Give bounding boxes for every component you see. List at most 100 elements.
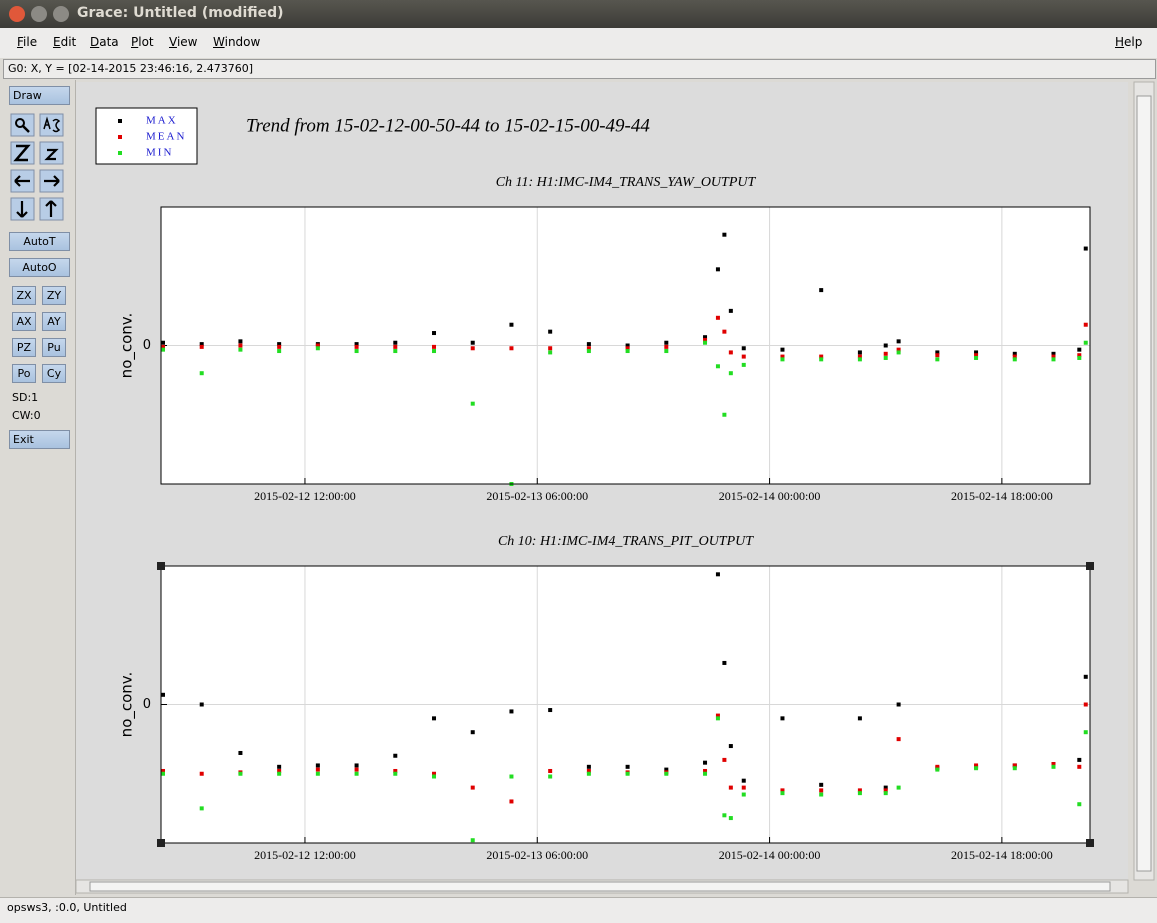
data-point (1051, 762, 1056, 767)
selection-handle[interactable] (1086, 562, 1094, 570)
tool-button[interactable]: Pu (42, 338, 66, 357)
data-point (625, 346, 630, 351)
zoom-in-button[interactable] (10, 141, 35, 165)
exit-button[interactable]: Exit (9, 430, 70, 449)
data-point (354, 349, 359, 354)
legend-marker (118, 119, 122, 123)
data-point (238, 343, 243, 348)
tool-button[interactable]: AY (42, 312, 66, 331)
data-point (160, 771, 165, 776)
data-point (883, 343, 888, 348)
selection-handle[interactable] (157, 562, 165, 570)
data-point (509, 709, 514, 714)
close-button[interactable] (9, 6, 25, 22)
data-point (277, 349, 282, 354)
scroll-thumb[interactable] (89, 881, 1111, 892)
tool-button[interactable]: ZX (12, 286, 36, 305)
title-bar: Grace: Untitled (modified) (0, 0, 1157, 28)
y-tick-label: 0 (143, 338, 151, 353)
data-point (393, 753, 398, 758)
tool-button[interactable]: AX (12, 312, 36, 331)
tool-button[interactable]: Po (12, 364, 36, 383)
data-point (896, 347, 901, 352)
data-point (1051, 357, 1056, 362)
sd-label: SD:1 (12, 391, 39, 404)
data-point (160, 692, 165, 697)
data-point (277, 764, 282, 769)
tool-button[interactable]: Cy (42, 364, 66, 383)
data-point (199, 771, 204, 776)
data-point (470, 346, 475, 351)
selection-handle[interactable] (157, 839, 165, 847)
data-point (1083, 246, 1088, 251)
data-point (935, 350, 940, 355)
data-point (664, 767, 669, 772)
selection-handle[interactable] (1086, 839, 1094, 847)
toolbar: Draw SD:1 CW:0 Exit AutoT AutoO ZX ZY AX AY PZ… (0, 80, 76, 895)
scroll-up-button[interactable] (39, 197, 64, 221)
data-point (715, 713, 720, 718)
draw-button[interactable]: Draw (9, 86, 70, 105)
tool-button[interactable]: ZY (42, 286, 66, 305)
scroll-right-button[interactable] (39, 169, 64, 193)
data-point (1012, 354, 1017, 359)
data-point (277, 344, 282, 349)
data-point (1077, 353, 1082, 358)
scroll-down-button[interactable] (10, 197, 35, 221)
minimize-button[interactable] (31, 6, 47, 22)
data-point (470, 340, 475, 345)
zoom-button[interactable] (10, 113, 35, 137)
data-point (974, 353, 979, 358)
cw-label: CW:0 (12, 409, 41, 422)
legend-label: MAX (146, 115, 178, 127)
locator-bar: G0: X, Y = [02-14-2015 23:46:16, 2.47376… (3, 59, 1156, 79)
menu-item[interactable]: Window (213, 35, 261, 49)
data-point (1077, 802, 1082, 807)
data-point (470, 785, 475, 790)
data-point (722, 412, 727, 417)
menu-item[interactable]: Plot (131, 35, 154, 49)
menu-item[interactable]: Edit (53, 35, 77, 49)
data-point (780, 788, 785, 793)
menu-item[interactable]: View (169, 35, 198, 49)
data-point (238, 347, 243, 352)
data-point (741, 362, 746, 367)
data-point (935, 353, 940, 358)
data-point (741, 792, 746, 797)
data-point (354, 344, 359, 349)
data-point (819, 788, 824, 793)
data-point (160, 347, 165, 352)
data-point (625, 349, 630, 354)
tool-button[interactable]: PZ (12, 338, 36, 357)
data-point (1051, 764, 1056, 769)
x-tick-label: 2015-02-13 06:00:00 (486, 848, 588, 862)
data-point (1077, 355, 1082, 360)
data-point (703, 760, 708, 765)
menu-item[interactable]: File (17, 35, 38, 49)
data-point (586, 771, 591, 776)
data-point (625, 343, 630, 348)
data-point (1083, 322, 1088, 327)
data-point (393, 768, 398, 773)
data-point (393, 340, 398, 345)
menu-item[interactable]: Data (90, 35, 119, 49)
data-point (586, 342, 591, 347)
data-point (432, 771, 437, 776)
zoom-out-button[interactable] (39, 141, 64, 165)
data-point (315, 767, 320, 772)
maximize-button[interactable] (53, 6, 69, 22)
menu-bar: Help File Edit Data Plot View Window (0, 28, 1157, 58)
scroll-left-button[interactable] (10, 169, 35, 193)
data-point (625, 764, 630, 769)
data-point (277, 771, 282, 776)
autoscale-button[interactable] (39, 113, 64, 137)
data-point (703, 335, 708, 340)
data-point (896, 737, 901, 742)
scroll-thumb[interactable] (1136, 95, 1152, 872)
data-point (857, 791, 862, 796)
menu-item[interactable]: Help (1115, 35, 1143, 49)
data-point (160, 768, 165, 773)
tool-button[interactable]: AutoT (9, 232, 70, 251)
chart-title: Ch 10: H1:IMC-IM4_TRANS_PIT_OUTPUT (498, 534, 754, 549)
tool-button[interactable]: AutoO (9, 258, 70, 277)
